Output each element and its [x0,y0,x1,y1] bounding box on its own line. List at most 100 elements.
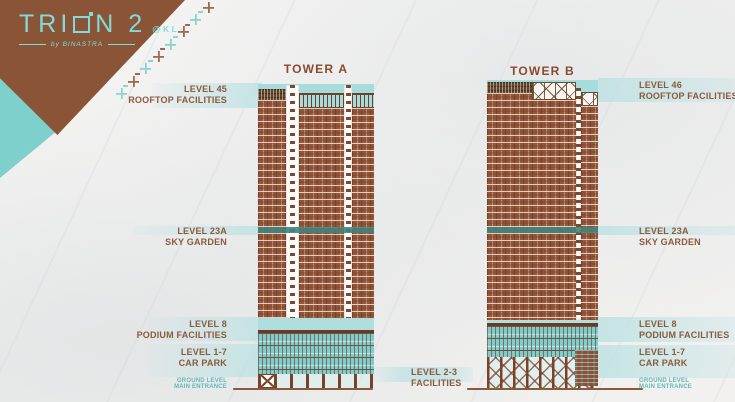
tower-a-right-facade [352,108,374,318]
label-line: MAIN ENTRANCE [174,383,227,390]
label-line: ROOFTOP FACILITIES [128,95,227,105]
tower-b-right-wing [581,106,598,320]
label-line: LEVEL 45 [184,84,227,94]
tower-b-main-slab-left [487,82,532,320]
tower-a-core-pylon-2 [344,85,352,318]
label-line: LEVEL 8 [639,319,677,329]
label-line: PODIUM FACILITIES [639,330,730,340]
level1-7-band-left [148,344,262,377]
logo-square-o-icon [73,11,94,33]
tower-a-podium [258,330,374,374]
level23a-band-right [598,226,735,235]
dash-decoration [148,60,153,62]
tower-a-brace-box [260,374,275,388]
label-ground-entrance-right: GROUND LEVEL MAIN ENTRANCE [639,378,692,390]
label-line: MAIN ENTRANCE [639,383,692,390]
plus-icon [116,88,127,99]
tower-b-elevation [487,80,598,390]
logo-location-tag: @KL [152,23,180,34]
dash-decoration [173,36,178,38]
tower-b-right-facade [581,106,598,320]
plus-icon [165,39,176,50]
label-line: CAR PARK [639,358,688,368]
plus-icon [190,14,201,25]
label-level23a-skygarden-right: LEVEL 23A SKY GARDEN [639,226,701,248]
tower-b-crown-xbrace-right [581,92,598,106]
tower-a-left-facade [258,100,286,318]
level2-3-band [373,367,473,382]
plus-icon [128,76,139,87]
label-line: FACILITIES [411,378,462,388]
label-line: CAR PARK [178,358,227,368]
dash-decoration [135,73,140,75]
label-level8-podium-left: LEVEL 8 PODIUM FACILITIES [137,319,227,341]
label-ground-entrance-left: GROUND LEVEL MAIN ENTRANCE [174,378,227,390]
dash-decoration [185,24,190,26]
label-line: LEVEL 1-7 [639,347,686,357]
label-line: LEVEL 23A [639,226,689,236]
trion2-logo: TRI N 2 @KL by BINASTRA [19,11,179,48]
label-level1-7-carpark-right: LEVEL 1-7 CAR PARK [639,347,687,369]
label-line: LEVEL 23A [177,226,227,236]
label-line: LEVEL 1-7 [180,347,227,357]
level1-7-band-right [598,345,735,378]
tower-a-sky-garden-line [258,227,374,233]
tower-b-crown-grid [487,82,532,93]
tower-a-core-pylon-1 [286,85,299,318]
level46-band [598,78,735,102]
plus-icon [140,63,151,74]
label-line: SKY GARDEN [165,237,227,247]
level23a-band-left [133,226,262,235]
logo-byline: by BINASTRA [19,41,135,48]
tower-b-main-facade-left [487,93,532,320]
plus-icon [153,51,164,62]
tower-a-middle-wing [299,93,344,318]
label-level46-rooftop: LEVEL 46 ROOFTOP FACILITIES [639,80,735,102]
label-line: SKY GARDEN [639,237,701,247]
tower-a-podium-roof-highlight [258,318,374,330]
label-line: LEVEL 8 [189,319,227,329]
tower-b-annex-block [575,350,598,386]
label-level2-3-facilities: LEVEL 2-3 FACILITIES [411,367,462,389]
tower-a-elevation [258,84,374,390]
tower-b-core-pylon [576,88,581,320]
tower-b-ground-line [467,388,643,390]
tower-a-ground-line [233,388,373,390]
tower-a-ground-columns [258,374,374,388]
tower-b-crown-xbrace-mid [532,82,576,100]
tower-a-middle-facade [299,108,344,318]
byline-text: by BINASTRA [50,41,104,48]
label-level8-podium-right: LEVEL 8 PODIUM FACILITIES [639,319,729,341]
level8-band-right [598,317,735,342]
logo-wordmark: TRI N 2 @KL [19,11,179,37]
label-line: GROUND LEVEL [176,378,227,384]
tower-b-main-slab-right [532,100,576,320]
level45-band [152,83,262,108]
tower-a-title: TOWER A [283,62,349,76]
label-line: PODIUM FACILITIES [136,330,227,340]
tower-b-main-facade-right [532,100,576,320]
label-line: ROOFTOP FACILITIES [639,91,735,101]
tower-b-sky-garden-line [487,227,598,233]
byline-rule-left [19,44,46,45]
tower-a-right-wing [352,93,374,318]
plus-icon [203,2,214,13]
dash-decoration [198,11,203,13]
level8-band-left [148,317,262,341]
label-line: LEVEL 2-3 [411,367,458,377]
tower-b-title: TOWER B [510,64,575,78]
logo-text-prefix: TRI [19,10,72,38]
dash-decoration [123,85,128,87]
tower-a-middle-roof-railing [299,93,344,108]
tower-a-left-wing [258,89,286,318]
tower-a-left-crown [258,89,286,100]
label-line: LEVEL 46 [639,80,682,90]
label-level1-7-carpark-left: LEVEL 1-7 CAR PARK [179,347,227,369]
label-level45-rooftop: LEVEL 45 ROOFTOP FACILITIES [128,84,227,106]
label-level23a-skygarden-left: LEVEL 23A SKY GARDEN [165,226,227,248]
tower-a-right-roof-railing [352,93,374,108]
byline-rule-right [108,44,135,45]
plus-icon [178,26,189,37]
dash-decoration [160,48,165,50]
